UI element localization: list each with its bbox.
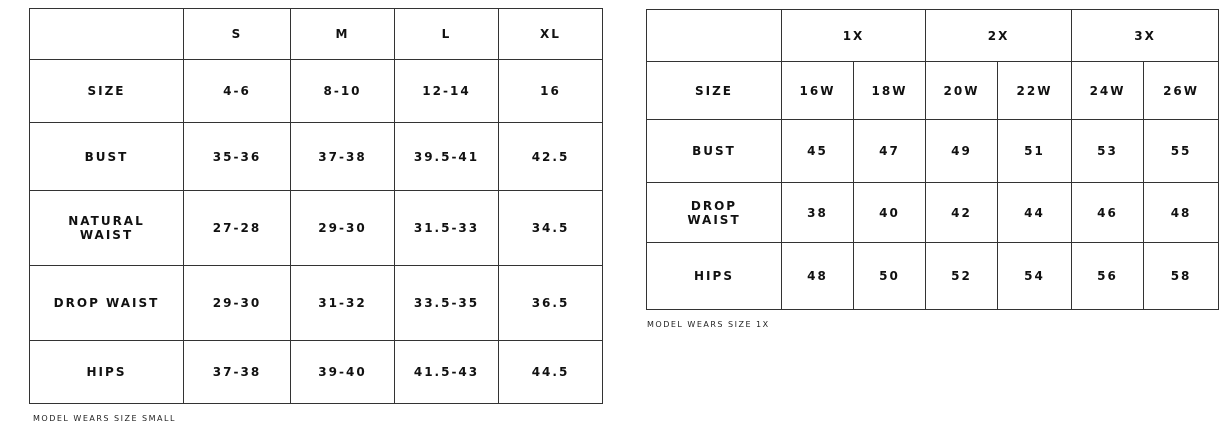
header-cell: XL [498,8,603,60]
table-cell: 37-38 [290,122,395,191]
table-row: NATURAL WAIST 27-28 29-30 31.5-33 34.5 [29,190,603,266]
table-cell: 48 [1143,182,1220,243]
table-row: BUST 45 47 49 51 53 55 [646,119,1220,183]
table-cell: 55 [1143,119,1220,183]
table-cell: 33.5-35 [394,265,499,341]
table-cell: 52 [925,242,999,310]
header-cell [29,8,184,60]
table-cell: 50 [852,242,927,310]
table-cell: 51 [997,119,1073,183]
row-label: BUST [646,119,782,183]
table-cell: 45 [781,119,854,183]
header-row: 1X 2X 3X [646,9,1220,62]
header-cell: 1X [780,9,927,62]
row-label: BUST [29,122,184,191]
row-label: HIPS [29,340,184,404]
table-cell: 41.5-43 [394,340,499,404]
table-cell: 29-30 [183,265,291,341]
table-cell: 16W [781,61,854,120]
header-row: S M L XL [29,8,603,60]
table-row: HIPS 37-38 39-40 41.5-43 44.5 [29,340,603,404]
row-label: SIZE [646,61,782,120]
table-cell: 38 [781,182,854,243]
table-cell: 18W [852,61,927,120]
table-cell: 58 [1143,242,1220,310]
table-cell: 42.5 [498,122,603,191]
table-cell: 44 [997,182,1073,243]
table-cell: 22W [997,61,1073,120]
header-cell: M [290,8,395,60]
table-row: DROP WAIST 38 40 42 44 46 48 [646,182,1220,243]
table-cell: 49 [925,119,999,183]
table-row: SIZE 16W 18W 20W 22W 24W 26W [646,61,1220,120]
table-cell: 48 [781,242,854,310]
header-cell: 2X [925,9,1073,62]
table-cell: 35-36 [183,122,291,191]
table-cell: 56 [1071,242,1145,310]
row-label: DROP WAIST [29,265,184,341]
table-row: SIZE 4-6 8-10 12-14 16 [29,59,603,123]
table-cell: 31.5-33 [394,190,499,266]
row-label: DROP WAIST [646,182,782,243]
table-cell: 27-28 [183,190,291,266]
table-cell: 16 [498,59,603,123]
row-label: NATURAL WAIST [29,190,184,266]
header-cell: 3X [1071,9,1220,62]
table-cell: 39-40 [290,340,395,404]
table-cell: 39.5-41 [394,122,499,191]
row-label: HIPS [646,242,782,310]
table-cell: 40 [852,182,927,243]
table-row: DROP WAIST 29-30 31-32 33.5-35 36.5 [29,265,603,341]
header-cell [646,9,782,62]
table-cell: 47 [852,119,927,183]
table-cell: 37-38 [183,340,291,404]
table-cell: 42 [925,182,999,243]
model-size-note: MODEL WEARS SIZE SMALL [33,414,176,423]
standard-size-chart: S M L XL SIZE 4-6 8-10 12-14 16 BUST 35-36 37-38 39.… [29,8,603,404]
table-cell: 34.5 [498,190,603,266]
model-size-note: MODEL WEARS SIZE 1X [647,320,770,329]
table-cell: 12-14 [394,59,499,123]
table-cell: 44.5 [498,340,603,404]
table-cell: 20W [925,61,999,120]
table-cell: 31-32 [290,265,395,341]
table-row: HIPS 48 50 52 54 56 58 [646,242,1220,310]
table-row: BUST 35-36 37-38 39.5-41 42.5 [29,122,603,191]
row-label: SIZE [29,59,184,123]
table-cell: 4-6 [183,59,291,123]
header-cell: S [183,8,291,60]
header-cell: L [394,8,499,60]
table-cell: 46 [1071,182,1145,243]
table-cell: 54 [997,242,1073,310]
table-cell: 26W [1143,61,1220,120]
table-cell: 8-10 [290,59,395,123]
table-cell: 36.5 [498,265,603,341]
table-cell: 53 [1071,119,1145,183]
table-cell: 24W [1071,61,1145,120]
plus-size-chart: 1X 2X 3X SIZE 16W 18W 20W 22W 24W 26W BUST 45 47 49 51… [646,9,1220,310]
table-cell: 29-30 [290,190,395,266]
